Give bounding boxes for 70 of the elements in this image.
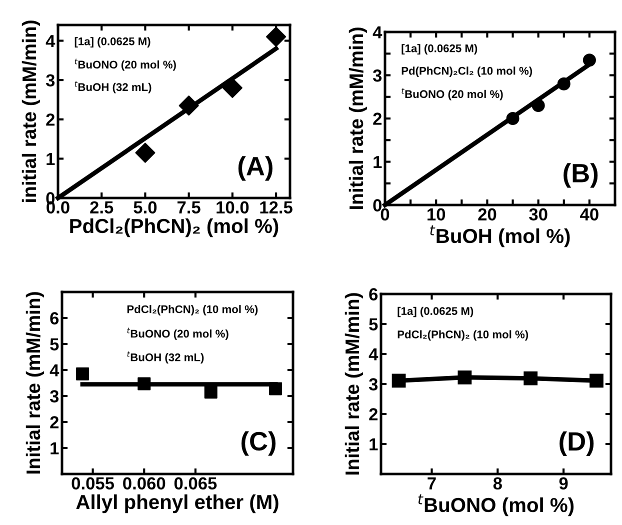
x-tick-label: 7.5 [178,201,200,214]
point [222,78,242,98]
y-tick-label: 1 [50,442,59,454]
annotation: $^{t}$BuOH (32 mL) [74,81,152,94]
x-tick-label: 10 [428,208,446,221]
y-tick-label: 4 [368,348,378,360]
y-tick-label: 3 [368,378,378,390]
x-axis-title: $^{t}$BuOH (mol %) [430,225,570,248]
y-tick-label: 4 [372,26,382,38]
y-tick-label: 3 [50,390,59,402]
x-tick-label: 12.5 [260,201,292,214]
x-tick-label: 40 [580,208,598,221]
annotation: $^{t}$BuONO (20 mol %) [74,58,176,71]
x-tick-label: 7 [428,477,436,490]
annotation: (C) [242,431,276,456]
annotation: [1a] (0.0625 M) [402,44,478,54]
y-tick-label: 6 [369,288,378,300]
y-tick-label: 5 [369,318,378,330]
point [135,142,156,163]
y-tick-label: 3 [372,69,382,82]
y-tick-label: 3 [46,74,55,87]
y-tick-label: 4 [50,364,60,376]
y-tick-label: 5 [50,338,59,350]
point [138,377,151,390]
x-axis-title: PdCl₂(PhCN)₂ (mol %) [70,218,278,238]
y-axis-title: Initial rate (mM/min) [344,293,364,475]
annotation: PdCl₂(PhCN)₂ (10 mol %) [398,330,528,341]
x-tick-label: 0.065 [174,477,217,490]
x-tick-label: 8 [493,477,502,490]
point [506,112,520,126]
point [266,26,286,47]
annotation: (B) [564,163,598,188]
x-tick-label: 9 [559,477,568,490]
annotation: Pd(PhCN)₂Cl₂ (10 mol %) [402,66,532,77]
annotation: $^{t}$BuONO (20 mol %) [127,328,228,340]
y-tick-label: 2 [50,416,59,428]
annotation: (D) [560,431,594,456]
y-axis-title: Initial rate (mM/min) [26,292,44,474]
y-tick-label: 1 [374,156,382,168]
y-tick-label: 2 [373,112,382,125]
y-tick-label: 1 [370,438,378,450]
annotation: [1a] (0.0625 M) [74,37,150,48]
x-tick-label: 0.055 [72,477,114,490]
y-tick-label: 4 [46,35,56,48]
annotation: $^{t}$BuOH (32 mL) [127,351,204,364]
x-axis-title: $^{t}$BuONO (mol %) [418,494,574,516]
y-tick-label: 2 [369,408,378,420]
point [178,96,199,116]
annotation: [1a] (0.0625 M) [398,306,474,318]
x-tick-label: 5.0 [134,201,157,214]
x-tick-label: 30 [529,208,548,221]
x-tick-label: 20 [478,208,496,221]
point [582,54,596,67]
point [76,367,90,380]
annotation: (A) [238,156,272,181]
point [269,382,282,396]
point [557,77,570,90]
y-tick-label: 2 [46,114,55,126]
x-tick-label: 0.060 [123,477,166,490]
point [532,99,545,112]
x-tick-label: 2.5 [90,201,114,214]
annotation: $^{t}$BuONO (20 mol %) [402,88,503,100]
x-axis-title: Allyl phenyl ether (M) [76,494,278,514]
point [204,386,218,399]
y-axis-title: Initial rate (mM/min) [348,28,368,210]
annotation: PdCl₂(PhCN)₂ (10 mol %) [127,305,258,316]
y-tick-label: 6 [50,312,59,324]
y-axis-title: initial rate (mM/min) [22,20,40,202]
x-tick-label: 10.0 [216,201,249,214]
y-tick-label: 1 [46,153,55,165]
